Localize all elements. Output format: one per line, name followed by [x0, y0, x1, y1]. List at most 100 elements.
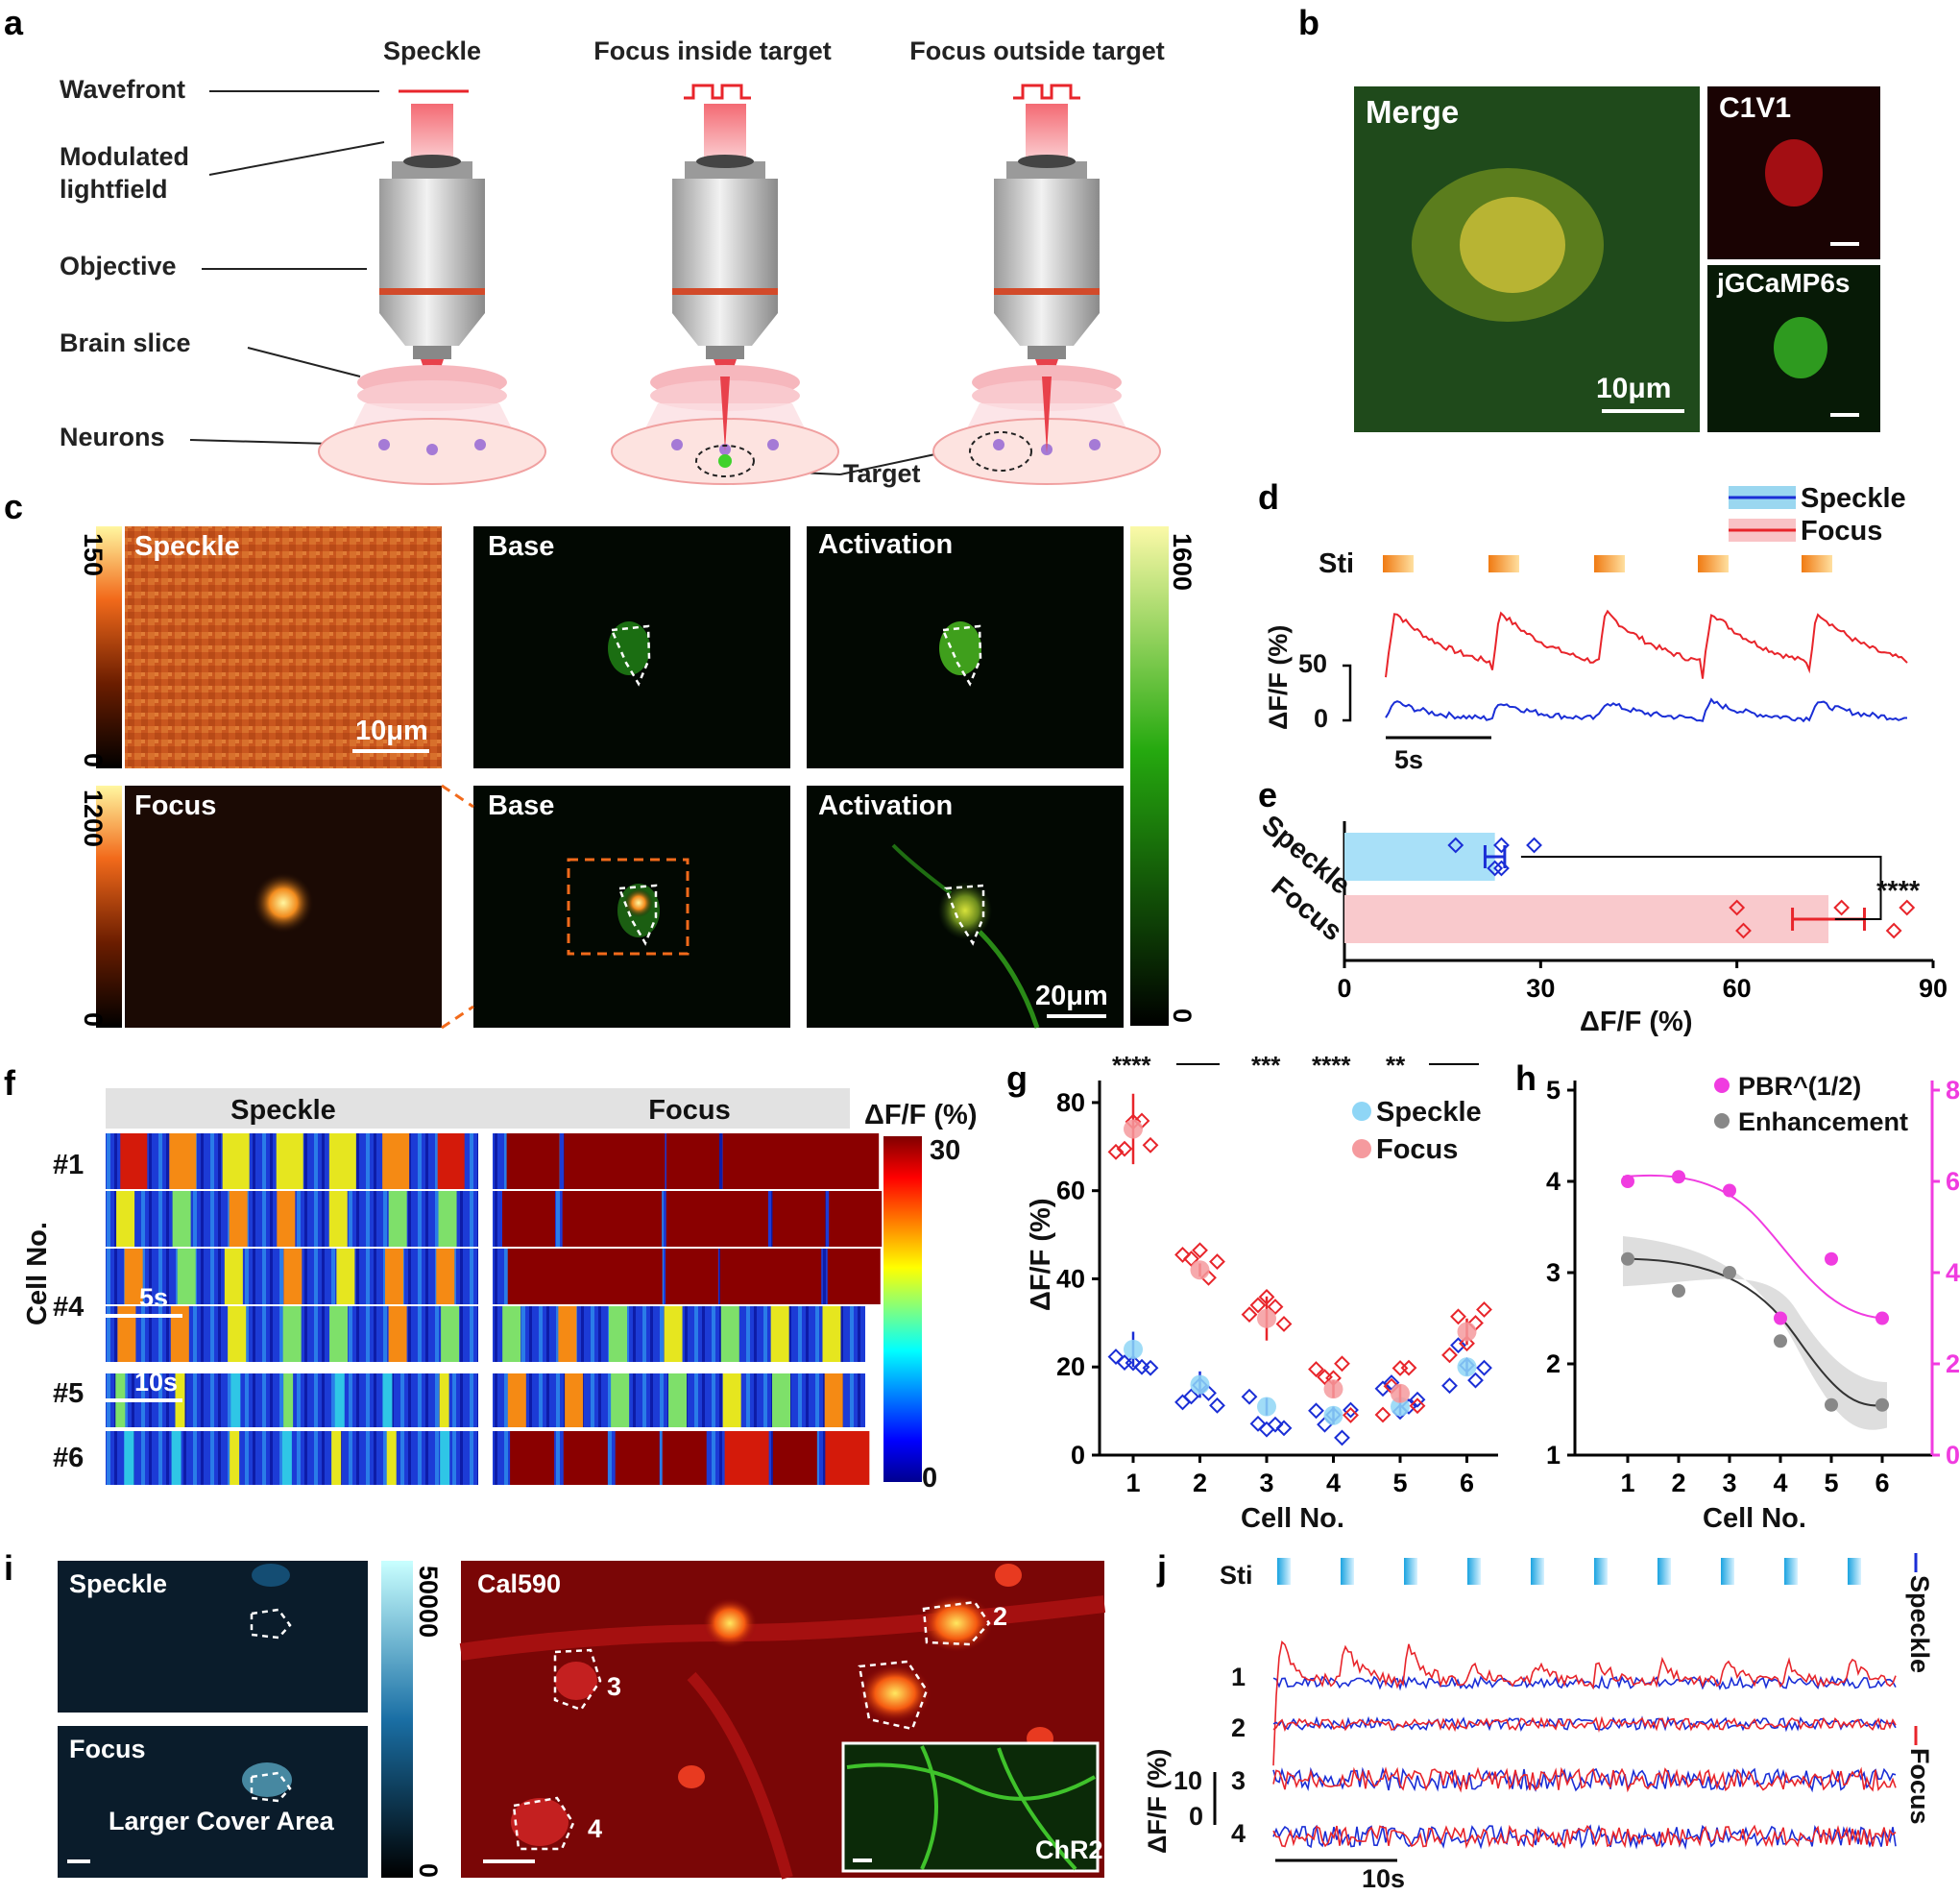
h-pbr-point	[1825, 1251, 1838, 1266]
c-scale1-label: 10μm	[355, 716, 428, 746]
h-ytick-right-label: 0	[1946, 1441, 1960, 1470]
h-ytick-right-label: 6	[1946, 1167, 1960, 1196]
f-cbar-max: 30	[930, 1135, 960, 1166]
heatmap-event	[608, 1306, 627, 1362]
panel-f: Speckle Focus ΔF/F (%) 30 0 #1 #4 #5 #6 …	[22, 1088, 978, 1494]
heatmap-event	[437, 1133, 465, 1189]
h-xtick-label: 2	[1671, 1469, 1685, 1497]
heatmap-event	[170, 1306, 189, 1362]
heatmap-event	[829, 1191, 883, 1247]
g-data-point	[1467, 1372, 1484, 1389]
heatmap-event	[668, 1373, 688, 1427]
g-data-point	[1334, 1429, 1350, 1446]
heatmap-event	[124, 1249, 143, 1304]
panel-c: 150 0 1200 0 1600 0 Speckle	[79, 526, 1197, 1030]
c1v1-label: C1V1	[1719, 92, 1791, 124]
e-data-point	[1729, 899, 1746, 916]
f-focus-label: Focus	[648, 1095, 730, 1126]
j-row-3: 3	[1231, 1766, 1246, 1795]
g-legend-focus: Focus	[1376, 1134, 1458, 1165]
j-row-4: 4	[1231, 1819, 1246, 1848]
h-ytick-left-label: 4	[1546, 1167, 1561, 1196]
h-pbr-point	[1621, 1175, 1634, 1188]
heatmap-event	[665, 1249, 719, 1304]
neuron	[767, 439, 779, 450]
heatmap-event	[388, 1191, 407, 1247]
stimulus-bar	[1341, 1558, 1354, 1585]
heatmap-event	[612, 1133, 665, 1189]
panel-letters: a b c d e f g h i j	[4, 3, 1537, 1588]
heatmap-event	[228, 1306, 247, 1362]
heatmap-event	[770, 1306, 789, 1362]
heatmap-event	[282, 1306, 302, 1362]
heatmap-event	[562, 1191, 616, 1247]
h-enh-point	[1672, 1284, 1685, 1298]
panel-b-letter: b	[1298, 3, 1319, 42]
colorbar-activation	[1130, 526, 1169, 1026]
i-cell-3: 3	[607, 1672, 621, 1701]
objectives	[318, 104, 1161, 485]
h-xlabel: Cell No.	[1703, 1503, 1806, 1534]
heatmap-event	[502, 1306, 521, 1362]
c-base-label-top: Base	[488, 531, 554, 562]
j-row-1: 1	[1231, 1663, 1246, 1691]
g-data-point	[1142, 1136, 1159, 1154]
g-mean-focus	[1190, 1260, 1210, 1280]
g-mean-focus	[1391, 1383, 1410, 1403]
label-wavefront: Wavefront	[60, 75, 185, 104]
i-cell-outlines	[512, 1600, 991, 1851]
g-data-point	[1476, 1301, 1492, 1318]
f-scale-5s: 5s	[139, 1283, 168, 1312]
j-legend-speckle: Speckle	[1905, 1575, 1934, 1673]
f-cbar-min: 0	[922, 1463, 937, 1494]
g-data-point	[1174, 1246, 1191, 1263]
objective-tip	[706, 346, 744, 359]
i-speckle-image	[58, 1561, 368, 1713]
d-traces	[1385, 609, 1908, 723]
h-xtick-label: 1	[1620, 1469, 1634, 1497]
heatmap-event	[230, 1373, 241, 1427]
i-cal590-label: Cal590	[477, 1569, 561, 1598]
h-enh-point	[1875, 1397, 1889, 1412]
g-legend-speckle: Speckle	[1376, 1097, 1482, 1128]
label-lightfield: lightfield	[60, 175, 167, 204]
heatmap-event	[662, 1431, 707, 1485]
heatmap-event	[507, 1249, 561, 1304]
c-base-label-bottom: Base	[488, 790, 554, 821]
heatmap-event	[276, 1133, 303, 1189]
i-cbar-min: 0	[414, 1863, 443, 1878]
stimulus-bar	[1467, 1558, 1481, 1585]
c-speckle-label: Speckle	[134, 531, 240, 562]
panel-c-letter: c	[4, 487, 23, 526]
target-neuron	[718, 454, 732, 468]
heatmap-event	[224, 1249, 243, 1304]
f-scale-10s: 10s	[134, 1368, 178, 1397]
panel-d: Speckle Focus Sti 50 0 5s ΔF/F (%)	[1264, 483, 1908, 774]
h-legend-enh-marker	[1714, 1113, 1730, 1129]
stimulus-bar	[1698, 555, 1729, 572]
g-data-point	[1183, 1251, 1199, 1267]
focus-beam	[720, 377, 730, 451]
g-xtick-label: 1	[1125, 1469, 1140, 1497]
objective-ring	[994, 288, 1100, 295]
heatmap-event	[611, 1373, 630, 1427]
cbar2-max: 1200	[79, 790, 108, 847]
heatmap-event	[774, 1133, 828, 1189]
j-speckle-trace	[1272, 1715, 1897, 1733]
heatmap-event	[169, 1133, 197, 1189]
stimulus-bar	[1848, 1558, 1861, 1585]
j-scale-10: 10	[1174, 1766, 1202, 1795]
e-bar-focus	[1344, 895, 1829, 943]
stimulus-bar	[1658, 1558, 1671, 1585]
g-data-point	[1249, 1297, 1267, 1314]
g-data-point	[1450, 1337, 1466, 1354]
heatmap-event	[615, 1431, 660, 1485]
heatmap-event	[510, 1431, 555, 1485]
label-target: Target	[843, 459, 921, 488]
g-ylabel: ΔF/F (%)	[1026, 1199, 1056, 1312]
h-enh-point	[1621, 1251, 1634, 1266]
g-data-point	[1275, 1316, 1293, 1332]
leader-lines	[189, 90, 995, 475]
heatmap-event	[772, 1431, 817, 1485]
h-enh-point	[1723, 1266, 1736, 1279]
